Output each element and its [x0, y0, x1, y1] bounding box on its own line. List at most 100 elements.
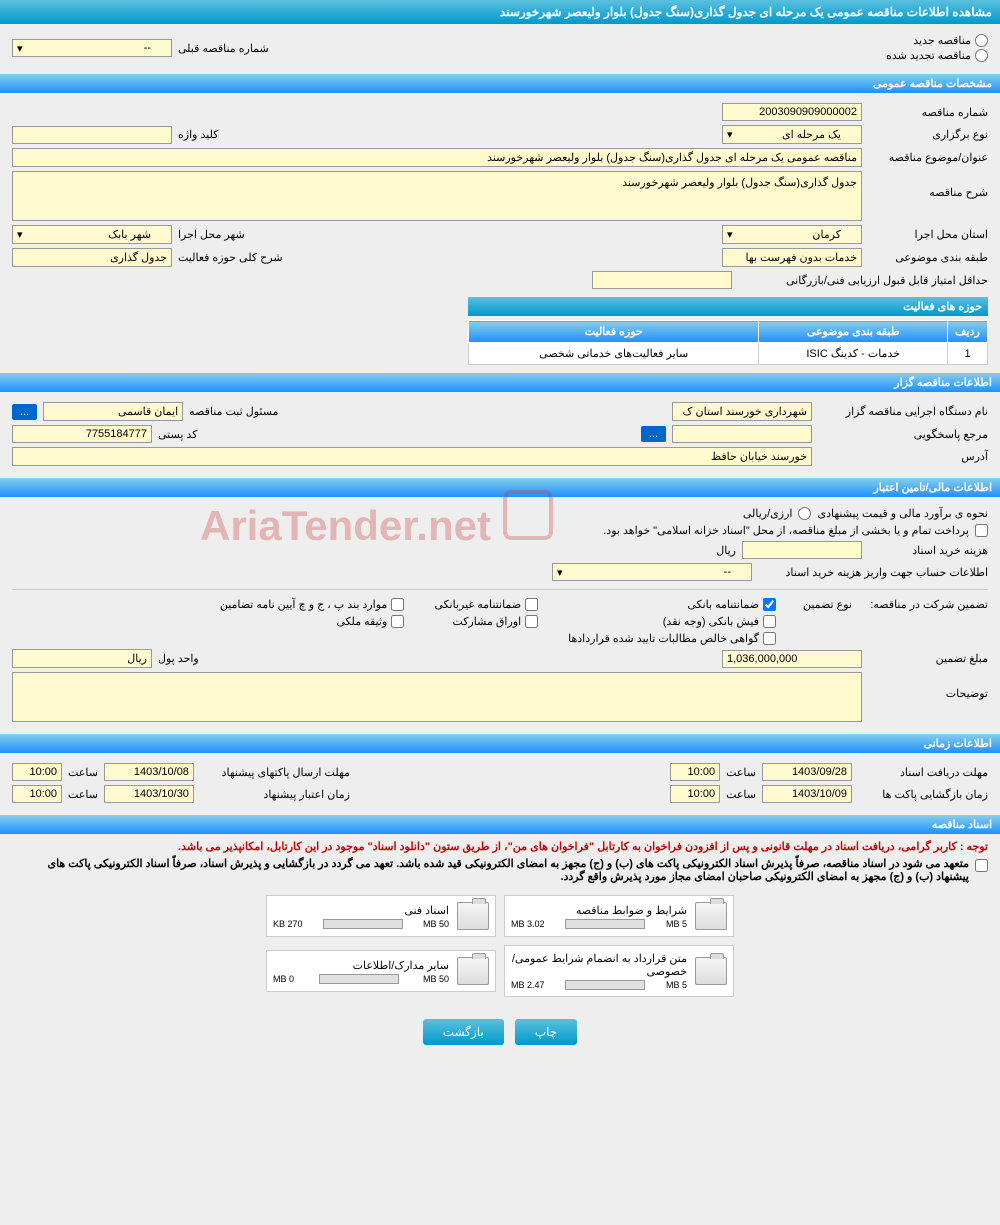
progress-bar	[565, 980, 645, 990]
cell-num: 1	[948, 343, 988, 365]
cb-bank[interactable]	[763, 598, 776, 611]
cb-cash-label: فیش بانکی (وجه نقد)	[663, 615, 759, 628]
keyword-input[interactable]	[12, 126, 172, 144]
open-date: 1403/10/09	[762, 785, 852, 803]
cb-property[interactable]	[391, 615, 404, 628]
file-box[interactable]: متن قرارداد به انضمام شرایط عمومی/خصوصی …	[504, 945, 734, 997]
address-label: آدرس	[818, 450, 988, 463]
unit-value: ریال	[12, 649, 152, 668]
category-label: طبقه بندی موضوعی	[868, 251, 988, 264]
cb-property-label: وثیقه ملکی	[336, 615, 387, 628]
tender-desc-label: شرح مناقصه	[868, 171, 988, 199]
exec-value: شهرداری خورسند استان ک	[672, 402, 812, 421]
registrar-label: مسئول ثبت مناقصه	[189, 405, 278, 418]
tender-number-label: شماره مناقصه	[868, 106, 988, 119]
activity-table: ردیف طبقه بندی موضوعی حوزه فعالیت 1 خدما…	[468, 320, 988, 365]
cb-bonds[interactable]	[525, 615, 538, 628]
notes-value[interactable]	[12, 672, 862, 722]
cost-value[interactable]	[742, 541, 862, 559]
col-row: ردیف	[948, 321, 988, 343]
account-select[interactable]: --	[552, 563, 752, 581]
files-container: شرایط و ضوابط مناقصه 5 MB 3.02 MB اسناد …	[12, 891, 988, 1001]
activity-table-title: حوزه های فعالیت	[468, 297, 988, 316]
guarantee-type-label: نوع تضمین	[782, 598, 852, 611]
col-category: طبقه بندی موضوعی	[759, 321, 948, 343]
min-score-value	[592, 271, 732, 289]
receive-label: مهلت دریافت اسناد	[858, 766, 988, 779]
prev-number-label: شماره مناقصه قبلی	[178, 42, 269, 55]
tender-number-value: 2003090909000002	[722, 103, 862, 121]
prev-number-select[interactable]: --	[12, 39, 172, 57]
holding-type-select[interactable]: یک مرحله ای	[722, 125, 862, 144]
cb-clauses[interactable]	[391, 598, 404, 611]
province-select[interactable]: کرمان	[722, 225, 862, 244]
folder-icon	[695, 957, 727, 985]
file-total: 50 MB	[423, 919, 449, 929]
cb-bonds-label: اوراق مشارکت	[452, 615, 521, 628]
notice-text: توجه : کاربر گرامی، دریافت اسناد در مهلت…	[12, 840, 988, 853]
file-total: 5 MB	[666, 919, 687, 929]
commitment-checkbox[interactable]	[975, 859, 988, 872]
submit-date: 1403/10/08	[104, 763, 194, 781]
file-total: 5 MB	[666, 980, 687, 990]
currency-option-label: ارزی/ریالی	[743, 507, 793, 520]
response-more-button[interactable]: ...	[641, 426, 666, 442]
file-total: 50 MB	[423, 974, 449, 984]
cb-cash[interactable]	[763, 615, 776, 628]
province-label: استان محل اجرا	[868, 228, 988, 241]
category-value: خدمات بدون فهرست بها	[722, 248, 862, 267]
cb-nonbank-label: ضمانتنامه غیربانکی	[434, 598, 521, 611]
file-title: سایر مدارک/اطلاعات	[273, 959, 449, 972]
city-select[interactable]: شهر بابک	[12, 225, 172, 244]
radio-new-tender[interactable]	[975, 34, 988, 47]
documents-section-header: اسناد مناقصه	[0, 815, 1000, 834]
file-title: متن قرارداد به انضمام شرایط عمومی/خصوصی	[511, 952, 687, 978]
guarantee-label: تضمین شرکت در مناقصه:	[858, 598, 988, 611]
estimate-label: نحوه ی برآورد مالی و قیمت پیشنهادی	[817, 507, 988, 520]
folder-icon	[695, 902, 727, 930]
radio-renewed-tender[interactable]	[975, 49, 988, 62]
registrar-more-button[interactable]: ...	[12, 404, 37, 420]
print-button[interactable]: چاپ	[515, 1019, 577, 1045]
radio-currency[interactable]	[798, 507, 811, 520]
cb-nonbank[interactable]	[525, 598, 538, 611]
cb-certificate[interactable]	[763, 632, 776, 645]
time-section-header: اطلاعات زمانی	[0, 734, 1000, 753]
page-title: مشاهده اطلاعات مناقصه عمومی یک مرحله ای …	[0, 0, 1000, 24]
cell-category: خدمات - کدینگ ISIC	[759, 343, 948, 365]
exec-label: نام دستگاه اجرایی مناقصه گزار	[818, 405, 988, 418]
postal-value: 7755184777	[12, 425, 152, 443]
progress-bar	[323, 919, 403, 929]
treasury-text: پرداخت تمام و یا بخشی از مبلغ مناقصه، از…	[603, 524, 969, 537]
progress-bar	[565, 919, 645, 929]
back-button[interactable]: بازگشت	[423, 1019, 504, 1045]
tender-desc-value: جدول گذاری(سنگ جدول) بلوار ولیعصر شهرخور…	[12, 171, 862, 221]
receive-date: 1403/09/28	[762, 763, 852, 781]
financial-section-header: اطلاعات مالی/تامین اعتبار	[0, 478, 1000, 497]
open-hour: 10:00	[670, 785, 720, 803]
cell-activity: سایر فعالیت‌های خدماتی شخصی	[469, 343, 759, 365]
cb-bank-label: ضمانتنامه بانکی	[687, 598, 759, 611]
submit-hour-label: ساعت	[68, 766, 98, 779]
new-tender-label: مناقصه جدید	[913, 34, 971, 47]
receive-hour: 10:00	[670, 763, 720, 781]
file-used: 270 KB	[273, 919, 303, 929]
validity-hour-label: ساعت	[68, 788, 98, 801]
submit-label: مهلت ارسال پاکتهای پیشنهاد	[200, 766, 350, 779]
renewed-tender-label: مناقصه تجدید شده	[886, 49, 971, 62]
validity-date: 1403/10/30	[104, 785, 194, 803]
activity-desc-value: جدول گذاری	[12, 248, 172, 267]
file-box[interactable]: شرایط و ضوابط مناقصه 5 MB 3.02 MB	[504, 895, 734, 937]
validity-hour: 10:00	[12, 785, 62, 803]
progress-bar	[319, 974, 399, 984]
file-title: شرایط و ضوابط مناقصه	[511, 904, 687, 917]
tender-title-label: عنوان/موضوع مناقصه	[868, 151, 988, 164]
file-box[interactable]: اسناد فنی 50 MB 270 KB	[266, 895, 496, 937]
cb-clauses-label: موارد بند پ ، ج و چ آیین نامه تضامین	[220, 598, 387, 611]
treasury-checkbox[interactable]	[975, 524, 988, 537]
min-score-label: حداقل امتیاز قابل قبول ارزیابی فنی/بازرگ…	[738, 274, 988, 287]
cost-label: هزینه خرید اسناد	[868, 544, 988, 557]
response-value	[672, 425, 812, 443]
file-box[interactable]: سایر مدارک/اطلاعات 50 MB 0 MB	[266, 950, 496, 992]
keyword-label: کلید واژه	[178, 128, 218, 141]
